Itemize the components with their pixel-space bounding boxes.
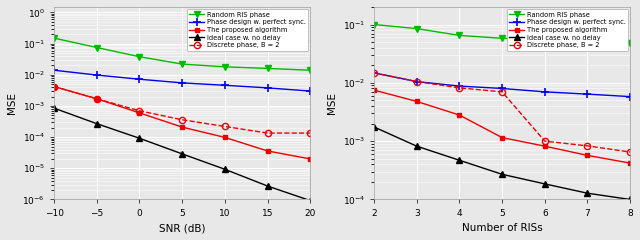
Discrete phase, B = 2 bbox=[456, 86, 463, 89]
Discrete phase, B = 2 bbox=[221, 125, 228, 128]
Discrete phase, B = 2 bbox=[264, 132, 271, 134]
Random RIS phase bbox=[307, 69, 314, 72]
The proposed algorithm bbox=[51, 85, 58, 88]
Discrete phase, B = 2 bbox=[584, 144, 591, 147]
Discrete phase, B = 2 bbox=[179, 118, 186, 121]
Ideal case w. no delay bbox=[136, 137, 143, 140]
Random RIS phase bbox=[51, 37, 58, 40]
Random RIS phase bbox=[413, 27, 420, 30]
Ideal case w. no delay bbox=[584, 192, 591, 195]
Line: Discrete phase, B = 2: Discrete phase, B = 2 bbox=[371, 70, 634, 155]
Legend: Random RIS phase, Phase design w. perfect sync., The proposed algorithm, Ideal c: Random RIS phase, Phase design w. perfec… bbox=[187, 9, 308, 51]
Ideal case w. no delay bbox=[413, 145, 420, 148]
Discrete phase, B = 2 bbox=[93, 97, 100, 100]
Random RIS phase bbox=[627, 42, 634, 45]
Ideal case w. no delay bbox=[627, 198, 634, 201]
Phase design w. perfect sync. bbox=[51, 69, 58, 72]
Y-axis label: MSE: MSE bbox=[327, 92, 337, 114]
Discrete phase, B = 2 bbox=[307, 132, 314, 134]
Random RIS phase bbox=[499, 37, 506, 40]
Phase design w. perfect sync. bbox=[221, 84, 228, 87]
The proposed algorithm bbox=[541, 145, 548, 148]
Phase design w. perfect sync. bbox=[584, 93, 591, 96]
Random RIS phase bbox=[456, 34, 463, 37]
The proposed algorithm bbox=[499, 136, 506, 139]
Legend: Random RIS phase, Phase design w. perfect sync., The proposed algorithm, Ideal c: Random RIS phase, Phase design w. perfec… bbox=[507, 9, 628, 51]
The proposed algorithm bbox=[627, 162, 634, 165]
Ideal case w. no delay bbox=[264, 185, 271, 187]
Discrete phase, B = 2 bbox=[51, 85, 58, 88]
Random RIS phase bbox=[370, 23, 378, 26]
X-axis label: Number of RISs: Number of RISs bbox=[461, 223, 543, 233]
The proposed algorithm bbox=[264, 150, 271, 152]
Random RIS phase bbox=[179, 63, 186, 66]
Line: Ideal case w. no delay: Ideal case w. no delay bbox=[371, 124, 634, 203]
Line: Random RIS phase: Random RIS phase bbox=[371, 21, 634, 46]
Ideal case w. no delay bbox=[541, 182, 548, 185]
X-axis label: SNR (dB): SNR (dB) bbox=[159, 223, 205, 233]
Line: The proposed algorithm: The proposed algorithm bbox=[52, 84, 313, 161]
Random RIS phase bbox=[136, 55, 143, 58]
Phase design w. perfect sync. bbox=[93, 74, 100, 77]
Ideal case w. no delay bbox=[51, 107, 58, 110]
The proposed algorithm bbox=[93, 97, 100, 100]
Line: Discrete phase, B = 2: Discrete phase, B = 2 bbox=[51, 83, 314, 136]
Random RIS phase bbox=[584, 40, 591, 42]
Ideal case w. no delay bbox=[370, 126, 378, 128]
Phase design w. perfect sync. bbox=[456, 85, 463, 88]
Phase design w. perfect sync. bbox=[179, 81, 186, 84]
Discrete phase, B = 2 bbox=[413, 80, 420, 83]
Random RIS phase bbox=[221, 65, 228, 68]
Phase design w. perfect sync. bbox=[541, 90, 548, 93]
Ideal case w. no delay bbox=[307, 199, 314, 202]
Phase design w. perfect sync. bbox=[627, 95, 634, 98]
Phase design w. perfect sync. bbox=[136, 78, 143, 81]
The proposed algorithm bbox=[136, 111, 143, 114]
Discrete phase, B = 2 bbox=[136, 109, 143, 112]
Line: Random RIS phase: Random RIS phase bbox=[51, 35, 314, 73]
Discrete phase, B = 2 bbox=[627, 151, 634, 154]
The proposed algorithm bbox=[179, 126, 186, 129]
Line: Phase design w. perfect sync.: Phase design w. perfect sync. bbox=[50, 66, 314, 95]
Phase design w. perfect sync. bbox=[307, 90, 314, 92]
The proposed algorithm bbox=[307, 157, 314, 160]
Discrete phase, B = 2 bbox=[541, 140, 548, 143]
Ideal case w. no delay bbox=[499, 173, 506, 176]
Random RIS phase bbox=[541, 38, 548, 41]
Phase design w. perfect sync. bbox=[499, 87, 506, 90]
Random RIS phase bbox=[93, 46, 100, 49]
Ideal case w. no delay bbox=[179, 152, 186, 155]
Phase design w. perfect sync. bbox=[370, 72, 378, 74]
Ideal case w. no delay bbox=[456, 159, 463, 162]
The proposed algorithm bbox=[221, 136, 228, 139]
Line: The proposed algorithm: The proposed algorithm bbox=[372, 88, 632, 166]
Discrete phase, B = 2 bbox=[370, 72, 378, 74]
Phase design w. perfect sync. bbox=[264, 86, 271, 89]
Ideal case w. no delay bbox=[93, 122, 100, 125]
Ideal case w. no delay bbox=[221, 168, 228, 171]
Y-axis label: MSE: MSE bbox=[7, 92, 17, 114]
The proposed algorithm bbox=[370, 89, 378, 91]
Line: Phase design w. perfect sync.: Phase design w. perfect sync. bbox=[370, 69, 634, 101]
Random RIS phase bbox=[264, 67, 271, 70]
The proposed algorithm bbox=[456, 114, 463, 116]
Phase design w. perfect sync. bbox=[413, 80, 420, 83]
Discrete phase, B = 2 bbox=[499, 90, 506, 93]
The proposed algorithm bbox=[413, 100, 420, 103]
The proposed algorithm bbox=[584, 154, 591, 157]
Line: Ideal case w. no delay: Ideal case w. no delay bbox=[51, 105, 314, 204]
